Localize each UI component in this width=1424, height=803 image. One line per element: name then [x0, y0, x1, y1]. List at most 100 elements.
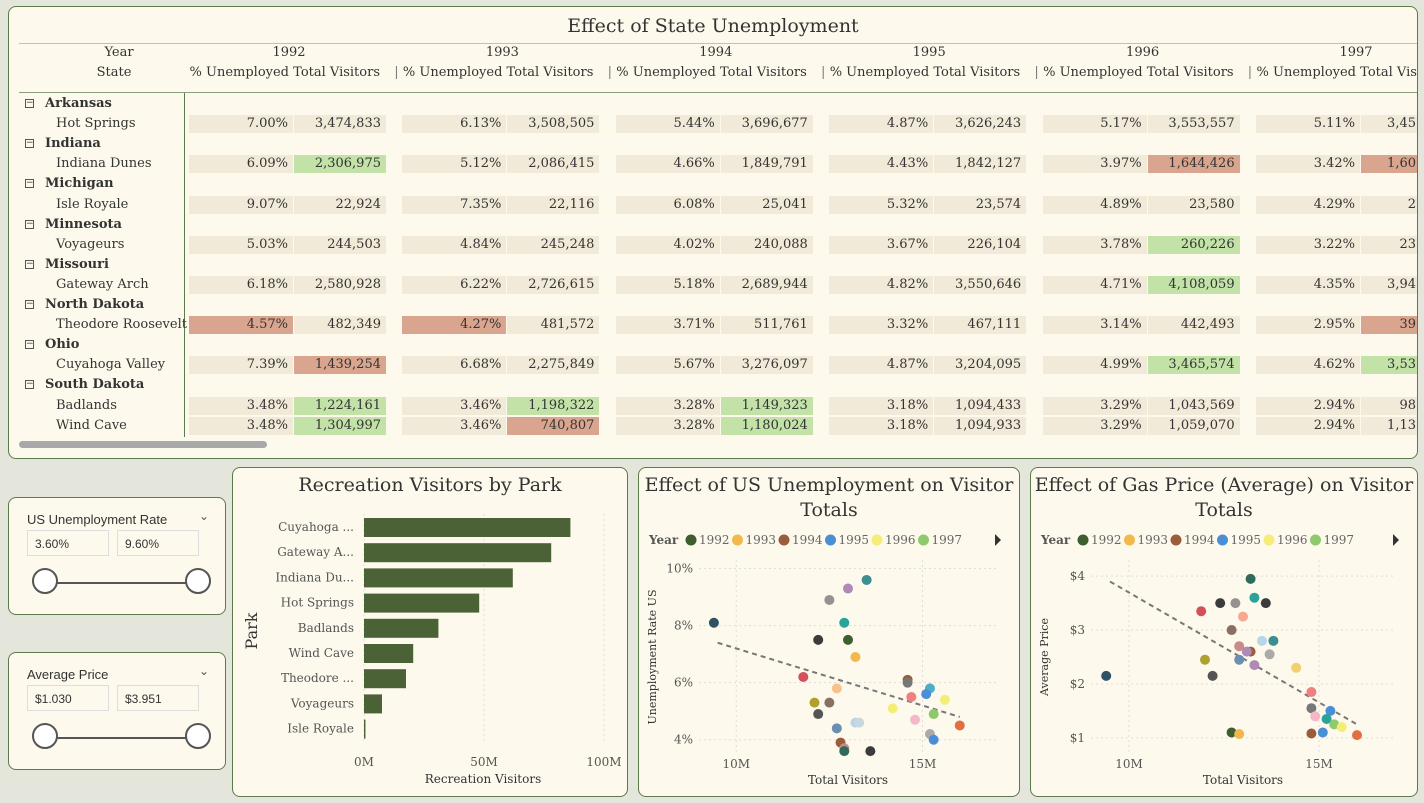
unemployment-cell: 4.89%	[1042, 195, 1147, 214]
chevron-down-icon[interactable]: ⌄	[198, 509, 209, 523]
unemployment-cell: 5.18%	[615, 275, 720, 294]
bar	[364, 694, 382, 714]
unemployment-cell: 2.94%	[1256, 396, 1360, 415]
unemployment-cell: 4.62%	[1256, 356, 1360, 375]
category-label: Theodore ...	[281, 671, 354, 685]
column-separator: |	[820, 65, 826, 80]
visitors-cell: 511,761	[720, 316, 813, 335]
collapse-toggle-icon[interactable]: −	[25, 138, 34, 149]
unemployment-cell: 3.29%	[1042, 416, 1147, 435]
unemployment-cell: 6.09%	[189, 155, 293, 174]
legend-title: Year	[1040, 533, 1071, 547]
visitors-cell: 3,696,677	[720, 115, 813, 134]
x-tick-label: 15M	[909, 757, 937, 771]
visitors-cell: 1,439,254	[294, 356, 386, 375]
data-point	[1215, 598, 1226, 609]
chart-title: Totals	[1195, 499, 1252, 521]
visitors-cell: 1,149,323	[720, 396, 813, 415]
visitors-cell: 226,104	[934, 235, 1027, 254]
visitors-cell: 1,13	[1361, 416, 1417, 435]
collapse-toggle-icon[interactable]: −	[25, 98, 34, 108]
unemployment-cell: 3.18%	[829, 396, 934, 415]
visitors-cell: 244,503	[294, 235, 386, 254]
park-row-label: Voyageurs	[56, 236, 125, 252]
unemployment-max-input[interactable]: 9.60%	[117, 530, 199, 556]
visitors-cell: 1,849,791	[720, 155, 813, 174]
price-min-input[interactable]: $1.030	[27, 685, 109, 711]
year-header: 1994	[699, 45, 733, 60]
visitors-cell: 22,116	[507, 195, 600, 214]
legend-label: 1994	[792, 533, 823, 547]
slider-track[interactable]	[45, 737, 199, 739]
header-divider	[19, 43, 1417, 44]
visitors-cell: 1,224,161	[294, 396, 386, 415]
legend-marker	[1310, 534, 1321, 546]
unemployment-cell: 3.14%	[1042, 316, 1147, 335]
slider-min-handle[interactable]	[32, 568, 58, 594]
slider-min-handle[interactable]	[32, 723, 58, 749]
visitors-cell: 3,204,095	[934, 356, 1027, 375]
data-point	[1264, 649, 1275, 660]
data-point	[1249, 592, 1260, 603]
data-point	[708, 617, 719, 628]
visitors-cell: 25,041	[720, 195, 813, 214]
legend-label: 1994	[1184, 533, 1215, 547]
column-separator: |	[1034, 65, 1039, 80]
chevron-down-icon[interactable]: ⌄	[198, 664, 209, 678]
y-tick-label: 4%	[674, 733, 693, 747]
slider-track[interactable]	[45, 582, 199, 584]
price-max-input[interactable]: $3.951	[117, 685, 199, 711]
collapse-toggle-icon[interactable]: −	[25, 178, 34, 189]
unemployment-cell: 6.13%	[402, 115, 507, 134]
gas-price-scatter-panel: Effect of Gas Price (Average) on Visitor…	[1030, 467, 1418, 797]
visitors-cell: 3,94	[1361, 275, 1417, 294]
col-header-unemployed: % Unemployed	[829, 65, 930, 80]
unemployment-cell: 5.67%	[615, 356, 720, 375]
data-point	[1234, 641, 1245, 652]
data-point	[928, 734, 939, 745]
slicer-label: Average Price	[27, 667, 109, 682]
unemployment-cell: 3.46%	[402, 396, 507, 415]
visitors-cell: 240,088	[720, 235, 813, 254]
collapse-toggle-icon[interactable]: −	[25, 339, 34, 350]
unemployment-cell: 4.82%	[829, 275, 934, 294]
unemployment-min-input[interactable]: 3.60%	[27, 530, 109, 556]
collapse-toggle-icon[interactable]: −	[25, 299, 34, 309]
data-point	[1325, 705, 1336, 716]
collapse-toggle-icon[interactable]: −	[25, 379, 34, 390]
average-price-slicer: Average Price ⌄ $1.030 $3.951	[8, 652, 226, 770]
unemployment-cell: 4.57%	[189, 316, 293, 335]
category-label: Gateway A...	[277, 545, 354, 559]
visitors-cell: 23,574	[934, 195, 1027, 214]
data-point	[1207, 670, 1218, 681]
park-row-label: Badlands	[56, 397, 117, 413]
unemployment-cell: 4.29%	[1256, 195, 1360, 214]
col-header-unemployed: % Unemployed	[189, 65, 290, 80]
legend-next-arrow-icon	[995, 534, 1001, 546]
col-header-visitors: Total Visitors	[1146, 65, 1234, 80]
data-point	[1241, 646, 1252, 657]
slider-max-handle[interactable]	[185, 723, 211, 749]
col-header-visitors: Total Visitors	[933, 65, 1021, 80]
data-point	[928, 709, 939, 720]
state-group-label: South Dakota	[45, 377, 145, 393]
visitors-cell: 1,842,127	[934, 155, 1027, 174]
y-tick-label: $1	[1070, 731, 1085, 745]
state-group-label: Michigan	[45, 176, 114, 192]
unemployment-cell: 3.22%	[1256, 235, 1360, 254]
collapse-toggle-icon[interactable]: −	[25, 218, 34, 229]
visitors-cell: 3,465,574	[1147, 356, 1240, 375]
matrix-body: Year State 1992% Unemployed Total Visitors 1…	[9, 7, 1417, 458]
unemployment-cell: 6.22%	[402, 275, 507, 294]
legend-label: 1992	[699, 533, 730, 547]
visitors-cell: 1,043,569	[1147, 396, 1240, 415]
horizontal-scrollbar[interactable]	[19, 441, 267, 448]
data-point	[1238, 611, 1248, 622]
bar	[364, 618, 439, 638]
visitors-cell: 245,248	[507, 235, 600, 254]
slider-max-handle[interactable]	[185, 568, 211, 594]
data-point	[1234, 654, 1245, 665]
state-header-label: State	[96, 65, 132, 80]
collapse-toggle-icon[interactable]: −	[25, 258, 34, 269]
data-point	[839, 746, 850, 757]
